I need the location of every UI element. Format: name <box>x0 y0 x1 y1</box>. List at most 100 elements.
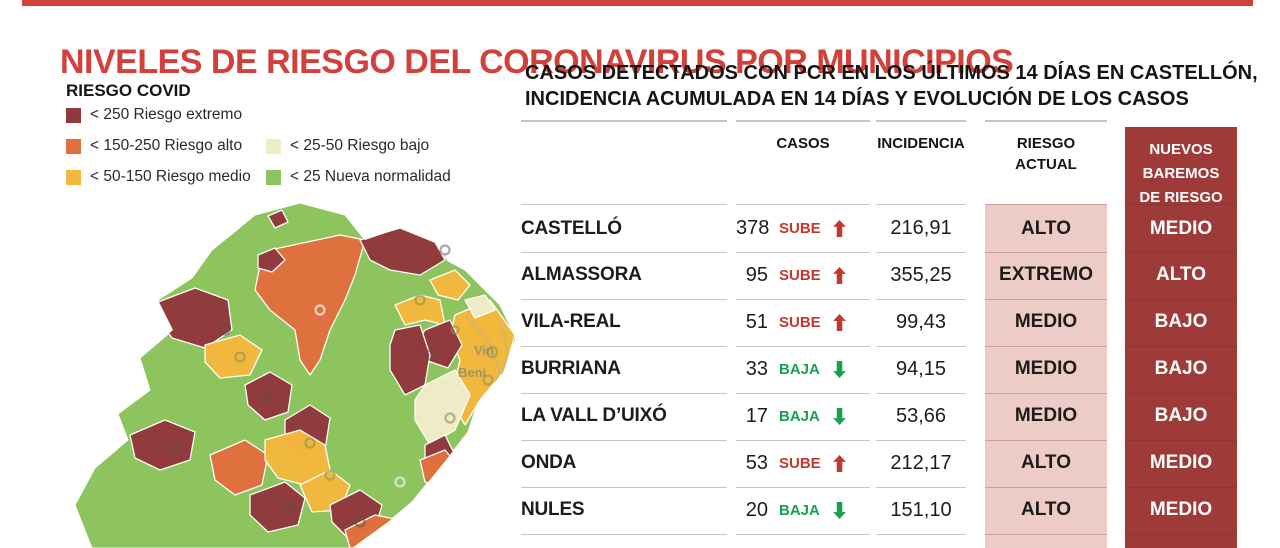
municipality-name: NULES <box>521 487 727 535</box>
cases-cell: 53 SUBE <box>736 440 870 488</box>
municipality-name: BURRIANA <box>521 346 727 394</box>
current-risk-column-highlight <box>985 205 1107 548</box>
trend-label: SUBE <box>779 266 821 284</box>
trend-label: SUBE <box>779 454 821 472</box>
map-label-benicarlo: Beni <box>458 365 486 380</box>
incidence-value: 216,91 <box>876 204 966 253</box>
new-risk-cell: BAJO <box>1125 393 1237 441</box>
new-risk-cell: BAJO <box>1125 346 1237 394</box>
current-risk-cell: ALTO <box>985 440 1107 488</box>
legend-item-normalidad: < 25 Nueva normalidad <box>266 168 451 185</box>
municipality-name: ONDA <box>521 440 727 488</box>
table-row: ONDA 53 SUBE 212,17 ALTO MEDIO <box>521 440 1237 488</box>
header-rule <box>736 120 870 122</box>
page-title: NIVELES DE RIESGO DEL CORONAVIRUS POR MU… <box>60 42 1014 81</box>
new-risk-cell: MEDIO <box>1125 440 1237 488</box>
trend-arrow-icon <box>833 313 846 331</box>
trend-indicator: SUBE <box>779 313 846 331</box>
trend-arrow-icon <box>833 266 846 284</box>
current-risk-cell: ALTO <box>985 204 1107 253</box>
cases-cell: 20 BAJA <box>736 487 870 535</box>
legend-item-alto: < 150-250 Riesgo alto <box>66 137 243 154</box>
legend-swatch-alto <box>66 138 81 154</box>
legend-label: < 250 Riesgo extremo <box>90 106 243 123</box>
trend-indicator: SUBE <box>779 454 846 472</box>
trend-indicator: BAJA <box>779 407 846 425</box>
incidence-value: 212,17 <box>876 440 966 488</box>
current-risk-cell: MEDIO <box>985 346 1107 394</box>
trend-label: SUBE <box>779 313 821 331</box>
municipality-name: VILA-REAL <box>521 299 727 347</box>
trend-label: BAJA <box>779 501 820 519</box>
trend-arrow-icon <box>833 407 846 425</box>
current-risk-cell: EXTREMO <box>985 252 1107 300</box>
subtitle-line-1: CASOS DETECTADOS CON PCR EN LOS ÚLTIMOS … <box>525 62 1258 84</box>
new-risk-cell: BAJO <box>1125 299 1237 347</box>
new-risk-column-block <box>1125 127 1237 548</box>
subtitle-line-2: INCIDENCIA ACUMULADA EN 14 DÍAS Y EVOLUC… <box>525 88 1189 110</box>
trend-indicator: BAJA <box>779 501 846 519</box>
municipality-name: ALMASSORA <box>521 252 727 300</box>
table-row-partial <box>521 534 1237 548</box>
trend-label: SUBE <box>779 220 821 237</box>
current-risk-cell: ALTO <box>985 487 1107 535</box>
legend-label: < 150-250 Riesgo alto <box>90 137 243 154</box>
cases-count: 378 <box>736 217 770 239</box>
legend-label: < 50-150 Riesgo medio <box>90 168 251 185</box>
incidence-value: 94,15 <box>876 346 966 394</box>
trend-indicator: SUBE <box>779 220 846 237</box>
legend-heading: RIESGO COVID <box>66 81 191 100</box>
legend-label: < 25 Nueva normalidad <box>290 168 451 185</box>
trend-indicator: BAJA <box>779 360 846 378</box>
table-row: LA VALL D’UIXÓ 17 BAJA 53,66 MEDIO BAJO <box>521 393 1237 441</box>
current-risk-cell: MEDIO <box>985 393 1107 441</box>
cases-cell: 378 SUBE <box>736 204 870 253</box>
column-header-nuevos-baremos: NUEVOS BAREMOS DE RIESGO <box>1139 141 1223 206</box>
legend-item-bajo: < 25-50 Riesgo bajo <box>266 137 430 154</box>
table-row: VILA-REAL 51 SUBE 99,43 MEDIO BAJO <box>521 299 1237 347</box>
map-label-vinaros: Vin <box>474 343 494 358</box>
trend-label: BAJA <box>779 360 820 378</box>
trend-label: BAJA <box>779 407 820 425</box>
legend-swatch-normalidad <box>266 169 281 185</box>
table-row: NULES 20 BAJA 151,10 ALTO MEDIO <box>521 487 1237 535</box>
cases-cell: 33 BAJA <box>736 346 870 394</box>
cases-count: 51 <box>745 310 768 333</box>
new-risk-cell: ALTO <box>1125 252 1237 300</box>
legend-item-extremo: < 250 Riesgo extremo <box>66 106 243 123</box>
cases-count: 17 <box>745 404 768 427</box>
trend-arrow-icon <box>833 220 846 237</box>
cases-cell: 17 BAJA <box>736 393 870 441</box>
header-rule <box>985 120 1107 122</box>
table-row: ALMASSORA 95 SUBE 355,25 EXTREMO ALTO <box>521 252 1237 300</box>
column-header-riesgo-actual: RIESGO ACTUAL <box>1015 135 1077 173</box>
header-rule <box>876 120 966 122</box>
table-row: BURRIANA 33 BAJA 94,15 MEDIO BAJO <box>521 346 1237 394</box>
trend-arrow-icon <box>833 360 846 378</box>
map-town-markers <box>169 244 499 528</box>
new-risk-cell: MEDIO <box>1125 204 1237 253</box>
trend-arrow-icon <box>833 454 846 472</box>
incidence-value: 53,66 <box>876 393 966 441</box>
cases-cell: 95 SUBE <box>736 252 870 300</box>
cases-count: 53 <box>745 451 768 474</box>
top-accent-bar <box>22 0 1253 6</box>
municipality-name: CASTELLÓ <box>521 204 727 253</box>
new-risk-cell: MEDIO <box>1125 487 1237 535</box>
trend-indicator: SUBE <box>779 266 846 284</box>
municipality-table: CASTELLÓ 378 SUBE 216,91 ALTO MEDIO ALMA… <box>521 204 1237 548</box>
legend-swatch-extremo <box>66 107 81 123</box>
incidence-value: 99,43 <box>876 299 966 347</box>
legend-label: < 25-50 Riesgo bajo <box>290 137 430 154</box>
incidence-value: 355,25 <box>876 252 966 300</box>
cases-count: 20 <box>745 498 768 521</box>
legend-swatch-bajo <box>266 138 281 154</box>
incidence-value: 151,10 <box>876 487 966 535</box>
cases-count: 33 <box>745 357 768 380</box>
current-risk-cell: MEDIO <box>985 299 1107 347</box>
legend-item-medio: < 50-150 Riesgo medio <box>66 168 251 185</box>
cases-count: 95 <box>745 263 768 286</box>
trend-arrow-icon <box>833 501 846 519</box>
choropleth-map: Vin Beni <box>74 203 517 548</box>
legend-swatch-medio <box>66 169 81 185</box>
